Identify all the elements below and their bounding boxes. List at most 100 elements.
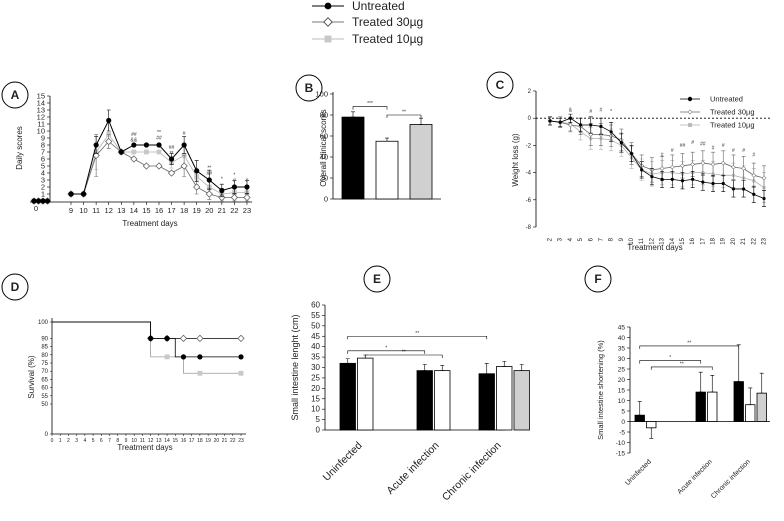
y-tick-label: 13 <box>37 106 45 115</box>
x-tick-label: 20 <box>214 438 220 444</box>
svg-text:D: D <box>11 280 20 294</box>
data-point <box>669 164 675 170</box>
panel-letter-e: E <box>363 265 391 293</box>
data-point <box>40 198 46 204</box>
significance-annotation: # <box>671 148 674 154</box>
x-tick-label: 14 <box>130 206 138 215</box>
legend-marker <box>688 123 692 127</box>
bar <box>375 140 399 200</box>
significance-label: ** <box>687 340 691 346</box>
data-point <box>548 119 552 123</box>
y-axis-title: Daily scores <box>15 126 24 170</box>
x-tick-label: 17 <box>700 237 706 244</box>
error-bar <box>698 371 703 393</box>
legend-label-treated-30: Treated 30µg <box>352 15 423 29</box>
error-bar <box>649 427 654 439</box>
series-line-2 <box>549 120 765 188</box>
data-point <box>701 180 705 184</box>
survival-step-line-2 <box>52 321 241 374</box>
significance-annotation: # <box>183 131 186 137</box>
y-tick-label: -5 <box>619 430 625 437</box>
data-point <box>164 335 170 341</box>
significance-annotation: ** <box>157 130 161 136</box>
significance-bracket <box>639 360 702 364</box>
x-tick-label: 8 <box>116 438 119 444</box>
x-tick-label: 5 <box>92 438 95 444</box>
data-point <box>231 184 238 190</box>
y-tick-label: 80 <box>41 353 48 359</box>
bar <box>707 391 718 422</box>
y-tick-label: 70 <box>41 369 48 375</box>
x-tick-label: 5 <box>578 237 584 241</box>
significance-annotation: # <box>732 148 735 154</box>
y-tick-label: 40 <box>311 342 320 351</box>
data-point <box>193 183 201 191</box>
data-point <box>118 149 124 155</box>
y-tick-label: 45 <box>311 332 320 341</box>
error-bar <box>440 365 445 371</box>
y-tick-label: 0 <box>45 432 49 438</box>
data-point <box>206 177 212 183</box>
significance-label: ** <box>680 361 684 367</box>
y-tick-label: 50 <box>41 402 48 408</box>
panel-f-small-intestine-shortening-chart: -15 -10 -5 0 5 10 15 20 25 30 35 40 45 Small intestin… <box>596 325 770 500</box>
x-tick-label: 4 <box>568 237 574 241</box>
category-label: Chronic infection <box>440 440 504 504</box>
bar <box>339 362 356 431</box>
y-axis-title: Survival (%) <box>27 355 36 398</box>
y-tick-label: 45 <box>618 325 626 332</box>
panel-a-daily-scores-chart: 0123456789101112131415091011121314151617… <box>15 92 252 228</box>
data-point <box>155 162 163 170</box>
panel-letter-c: C <box>486 71 514 99</box>
y-tick-label: 25 <box>311 373 320 382</box>
error-bar <box>345 358 350 364</box>
significance-label: ** <box>415 331 419 337</box>
data-point <box>650 175 654 179</box>
data-point <box>196 334 204 343</box>
significance-annotation: # <box>742 148 745 154</box>
data-point <box>205 190 213 198</box>
data-point <box>578 123 583 127</box>
data-point <box>218 193 226 202</box>
x-tick-label: 3 <box>558 237 564 241</box>
significance-label: * <box>669 355 671 361</box>
data-point <box>148 335 154 341</box>
x-tick-label: 3 <box>75 438 78 444</box>
x-tick-label: 9 <box>619 237 625 241</box>
significance-annotation: ## <box>156 135 162 141</box>
survival-step-line-0 <box>52 321 241 358</box>
data-point <box>244 184 250 190</box>
x-tick-label: 19 <box>205 438 211 444</box>
significance-annotation: # <box>712 145 715 151</box>
y-axis-title: Small intestine lenght (cm) <box>290 314 300 420</box>
x-tick-label: 16 <box>155 206 163 215</box>
data-point <box>568 116 572 120</box>
y-tick-label: 10 <box>618 398 626 405</box>
x-tick-label: 14 <box>164 438 170 444</box>
y-axis-title: Small intestine shortening (%) <box>596 340 605 440</box>
data-point <box>179 334 188 343</box>
y-tick-label: 10 <box>37 127 45 136</box>
bar <box>646 421 657 429</box>
y-tick-label: 8 <box>41 141 45 150</box>
error-bar <box>759 372 764 394</box>
y-tick-label: 20 <box>618 377 626 384</box>
significance-annotation: # <box>752 152 755 158</box>
data-point <box>761 175 767 181</box>
data-point <box>659 166 665 171</box>
data-point <box>180 162 188 170</box>
y-tick-label: 60 <box>41 386 48 392</box>
error-bar <box>710 375 715 393</box>
legend-label: Treated 30µg <box>710 108 755 117</box>
data-point <box>731 164 736 170</box>
data-point <box>609 130 613 134</box>
data-point <box>181 142 187 148</box>
y-tick-label: -15 <box>616 451 626 458</box>
y-tick-label: 5 <box>316 415 321 424</box>
error-bar <box>748 387 753 405</box>
y-tick-label: 12 <box>37 113 45 122</box>
y-tick-label: 4 <box>41 169 45 178</box>
legend-item-treated-10: Treated 10µg <box>312 32 423 46</box>
x-tick-label: 12 <box>105 206 113 215</box>
